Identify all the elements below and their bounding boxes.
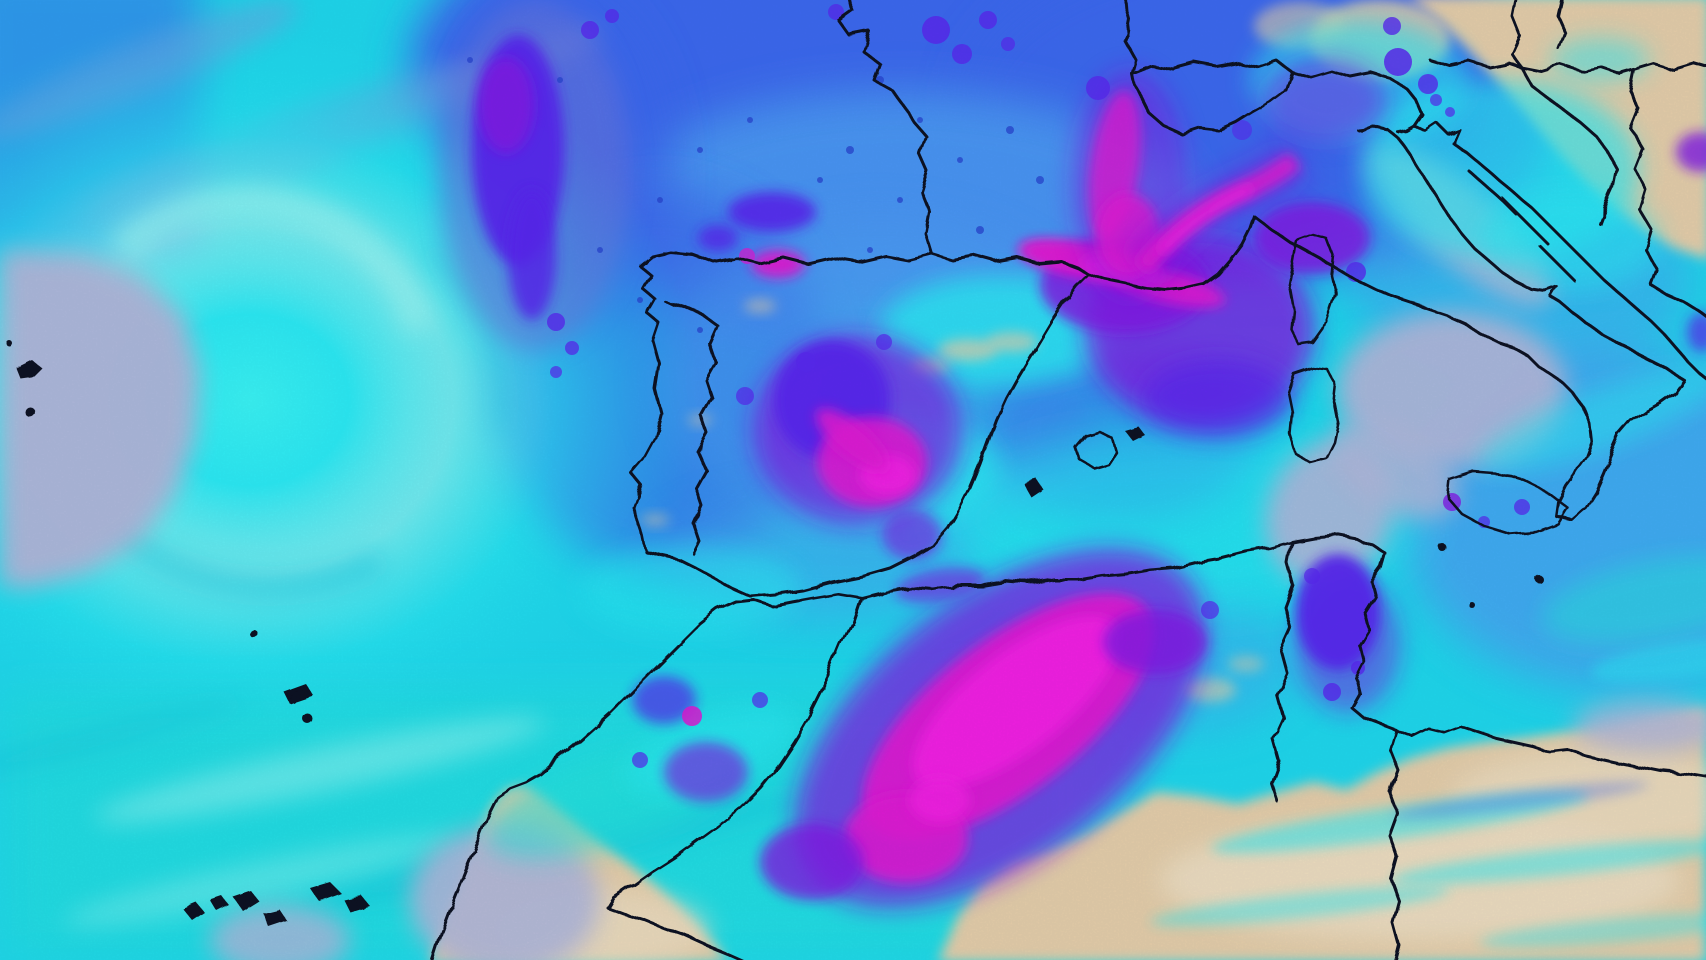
grain-overlay bbox=[0, 0, 1706, 960]
satellite-precipitation-map bbox=[0, 0, 1706, 960]
weather-map-screen bbox=[0, 0, 1706, 960]
